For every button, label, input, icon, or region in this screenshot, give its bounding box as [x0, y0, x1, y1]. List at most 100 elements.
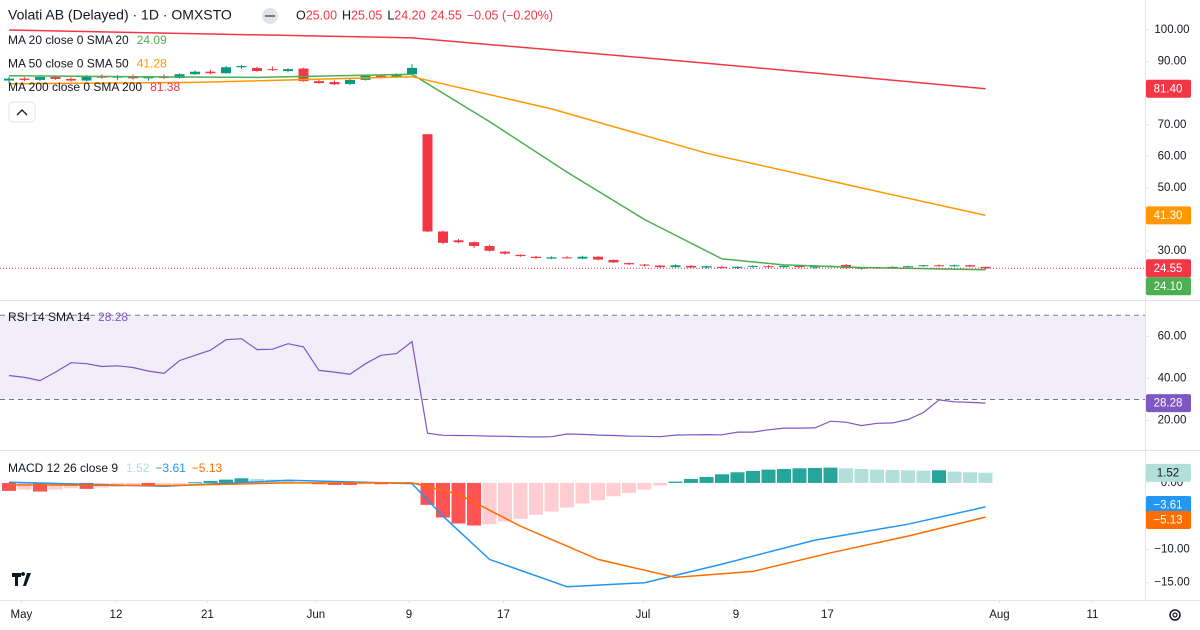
macd-histogram-bar: [963, 472, 977, 483]
macd-histogram-bar: [901, 470, 915, 483]
candle-body: [500, 251, 510, 254]
macd-histogram-bar: [730, 472, 745, 483]
candle-body: [965, 265, 975, 267]
price-badge: [1146, 79, 1191, 98]
macd-histogram-bar: [126, 482, 140, 487]
y-tick-label: 90.00: [1158, 56, 1187, 68]
legend-label: MA 20 close 0 SMA 20: [8, 33, 129, 47]
macd-histogram-bar: [916, 470, 931, 483]
legend-value: 1.52: [126, 461, 150, 475]
y-tick-label: 40.00: [1158, 372, 1187, 384]
candle-body: [391, 74, 402, 78]
price-badge-label: −3.61: [1153, 499, 1182, 511]
y-tick-label: 30.00: [1158, 245, 1187, 257]
legend-value: −3.61: [155, 461, 186, 475]
macd-histogram-bar: [808, 467, 822, 483]
x-tick-label: 12: [110, 609, 123, 621]
macd-histogram-bar: [467, 482, 481, 526]
ohlc-value: 25.05: [351, 8, 382, 22]
legend-label: RSI 14 SMA 14: [8, 310, 90, 324]
candle-body: [376, 75, 386, 78]
candle-body: [283, 69, 293, 72]
macd-histogram-bar: [33, 482, 47, 492]
candle-body: [329, 82, 340, 85]
candle-body: [670, 265, 681, 268]
y-tick-label: 70.00: [1158, 119, 1187, 131]
macd-histogram-bar: [823, 467, 838, 483]
candle-body: [918, 265, 929, 267]
macd-histogram-bar: [746, 470, 760, 483]
ohlc-key: H: [342, 8, 351, 22]
candle-body: [438, 231, 448, 243]
ohlc-key: O: [296, 8, 306, 22]
legend-label: MA 200 close 0 SMA 200: [8, 80, 142, 94]
candle-body: [50, 77, 61, 79]
change-value: −0.05 (−0.20%): [467, 8, 553, 22]
logo[interactable]: [6, 566, 40, 594]
macd-histogram-bar: [141, 482, 156, 487]
chart-title: Volati AB (Delayed) · 1D · OMXSTO: [8, 7, 232, 23]
hide-button[interactable]: [262, 8, 278, 24]
macd-histogram-bar: [234, 478, 249, 483]
macd-histogram-bar: [947, 471, 962, 483]
candle-body: [4, 78, 14, 81]
candle-body: [205, 71, 216, 74]
price-badge-label: 24.55: [1154, 263, 1183, 275]
price-badge: [1146, 495, 1191, 514]
candle-body: [903, 266, 913, 268]
ohlc-value: 24.20: [394, 8, 425, 22]
macd-histogram-bar: [17, 482, 32, 490]
price-badge: [1146, 259, 1191, 278]
candle-body: [66, 78, 76, 81]
candle-body: [949, 265, 960, 267]
ohlc-key: L: [387, 8, 394, 22]
macd-histogram-bar: [885, 469, 900, 483]
candle-body: [422, 134, 433, 232]
x-tick-label: Aug: [989, 609, 1009, 621]
macd-histogram-bar: [761, 469, 776, 483]
moving-average-line: [8, 75, 986, 217]
x-tick-label: 9: [733, 609, 739, 621]
y-tick-label: 20.00: [1158, 415, 1187, 427]
macd-histogram-bar: [932, 470, 946, 483]
candle-body: [624, 263, 634, 265]
macd-histogram-bar: [498, 482, 512, 522]
candle-body: [81, 76, 92, 81]
x-tick-label: 17: [821, 609, 834, 621]
x-tick-label: 21: [201, 609, 214, 621]
candle-body: [221, 67, 231, 74]
candle-body: [236, 66, 247, 68]
moving-average-line: [8, 73, 986, 271]
candle-body: [469, 242, 479, 246]
rsi-band: [0, 315, 1145, 400]
price-badge: [1146, 463, 1191, 482]
collapse-button[interactable]: [8, 101, 36, 123]
macd-histogram-bar: [699, 476, 714, 483]
price-badge-label: 81.40: [1154, 83, 1183, 95]
macd-histogram-bar: [250, 478, 264, 483]
price-badge-label: 24.10: [1154, 281, 1183, 293]
plot-layer: 100.00 90.00 70.00 60.00 50.00 30.00 81.40 41.3…: [0, 24, 1191, 621]
y-tick-label: 50.00: [1158, 182, 1187, 194]
candle-body: [190, 71, 200, 75]
price-badge: [1146, 394, 1191, 413]
macd-histogram-bar: [653, 482, 667, 486]
x-tick-label: 11: [1086, 609, 1098, 621]
x-tick-label: 17: [497, 609, 510, 621]
candle-body: [934, 265, 944, 267]
candle-body: [701, 266, 712, 268]
y-tick-label: 60.00: [1158, 150, 1187, 162]
candle-body: [252, 67, 262, 72]
candle-body: [577, 256, 588, 259]
macd-histogram-bar: [48, 482, 63, 490]
macd-histogram-bar: [203, 480, 218, 483]
moving-average-line: [8, 29, 986, 90]
macd-histogram-bar: [529, 482, 543, 515]
macd-histogram-bar: [513, 482, 528, 519]
candle-body: [531, 256, 541, 258]
settings-icon[interactable]: [1169, 609, 1181, 621]
y-tick-label: −15.00: [1154, 577, 1190, 589]
macd-histogram-bar: [854, 468, 869, 483]
legend-value: −5.13: [192, 461, 223, 475]
